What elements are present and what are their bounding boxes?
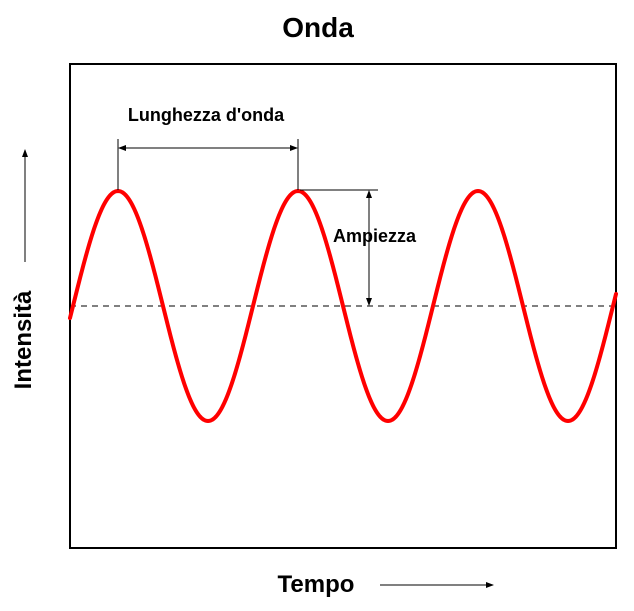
x-axis-label: Tempo — [278, 571, 355, 598]
amplitude-label: Ampiezza — [333, 226, 417, 246]
y-axis-label: Intensità — [10, 290, 37, 389]
wavelength-label: Lunghezza d'onda — [128, 105, 285, 125]
sine-wave — [68, 189, 618, 423]
diagram-title: Onda — [282, 12, 354, 43]
